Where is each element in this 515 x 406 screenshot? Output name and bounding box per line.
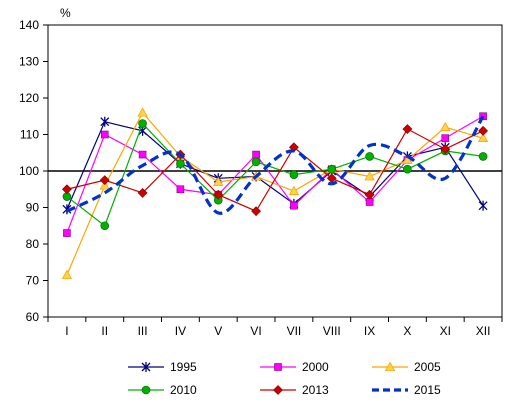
x-tick-label: XII [476,324,491,338]
data-point-triangle [137,107,148,117]
y-tick-label: 120 [19,91,39,105]
data-point-square [290,201,298,210]
data-point-square [176,185,185,194]
data-point-triangle [364,171,375,181]
legend-label: 2005 [414,360,441,374]
data-point-diamond [273,385,283,395]
data-point-star [100,116,110,127]
data-point-circle [403,164,412,174]
legend-label: 1995 [170,360,197,374]
data-point-circle [100,221,110,231]
data-point-circle [251,157,261,167]
legend-label: 2013 [302,383,329,397]
legend-item-2015: 2015 [372,383,441,397]
y-tick-label: 80 [26,237,40,251]
x-tick-label: V [214,324,222,338]
x-tick-label: III [138,324,148,338]
data-point-triangle [384,361,396,371]
y-tick-label: 70 [26,274,40,288]
data-point-star [141,362,151,372]
data-point-triangle [61,269,73,279]
data-point-circle [138,119,147,128]
data-point-circle [327,164,337,174]
legend-label: 2015 [414,383,441,397]
x-tick-label: VIII [323,324,341,338]
y-tick-label: 110 [20,128,39,142]
series-line [66,111,484,276]
series-line [66,115,485,215]
data-point-diamond [251,206,262,217]
data-point-square [100,130,109,139]
data-point-diamond [364,189,375,200]
series-2015 [66,115,485,215]
x-tick-label: II [101,324,108,338]
y-tick-label: 100 [19,164,39,178]
series-line [66,128,484,212]
legend-item-2010: 2010 [128,383,197,397]
data-point-square [138,150,147,159]
y-tick-label: 130 [19,55,39,69]
data-point-triangle [99,180,110,190]
series-line [66,122,484,227]
y-unit-label: % [60,6,71,20]
y-tick-label: 90 [26,201,40,215]
data-point-star [478,200,488,211]
x-tick-label: X [403,324,411,338]
x-tick-label: I [65,324,68,338]
y-axis: 60 70 80 90 100 110 120 130 140 [19,18,48,324]
series-layer [61,107,489,279]
data-point-star [62,204,72,215]
data-point-circle [176,159,185,168]
data-point-diamond [61,184,72,195]
data-point-square [252,150,260,159]
x-axis: I II III IV V VI VII VIII IX X XI XII [47,317,503,338]
legend-label: 2000 [302,360,329,374]
data-point-circle [365,152,374,161]
data-point-circle [141,385,151,395]
data-point-diamond [99,175,110,186]
x-tick-label: XI [440,324,451,338]
data-point-circle [478,152,488,161]
data-point-square [274,363,282,371]
data-point-triangle [213,176,224,186]
data-point-diamond [137,187,148,198]
legend-item-2005: 2005 [372,360,441,374]
x-tick-label: IV [175,324,186,338]
data-point-triangle [402,154,413,164]
legend-item-2000: 2000 [260,360,329,374]
data-point-square [63,229,71,237]
x-tick-label: VI [250,324,261,338]
x-tick-label: VII [287,324,302,338]
data-point-triangle [440,121,451,132]
legend: 1995 2000 2005 2010 2013 2015 [128,360,441,397]
x-tick-label: IX [364,324,375,338]
y-tick-label: 140 [19,18,39,32]
data-point-diamond [440,144,451,155]
data-point-square [441,134,450,142]
data-point-triangle [288,185,300,195]
legend-item-2013: 2013 [260,383,329,397]
series-2013 [61,124,489,217]
data-point-diamond [213,189,224,200]
data-point-circle [289,170,299,179]
data-point-diamond [402,124,413,134]
legend-item-1995: 1995 [128,360,197,374]
legend-label: 2010 [170,383,197,397]
y-tick-label: 60 [26,310,40,324]
data-point-diamond [478,125,489,136]
data-point-triangle [477,132,489,143]
